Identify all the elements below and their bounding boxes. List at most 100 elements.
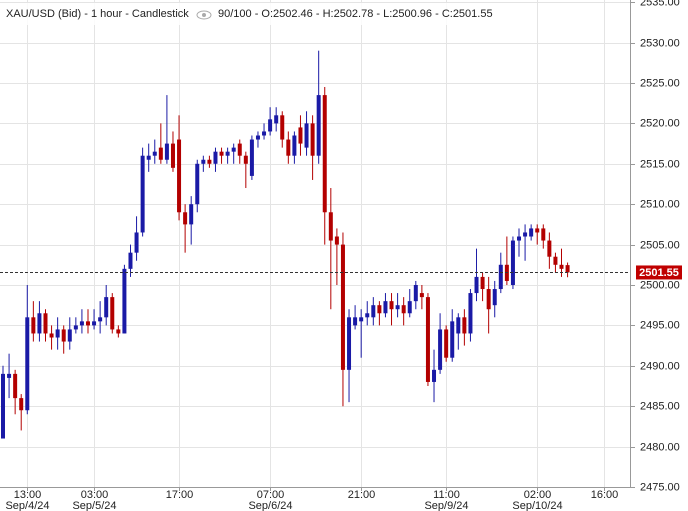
last-price-label: 2501.55 — [639, 267, 679, 279]
candle-body — [304, 123, 309, 148]
candle-body — [547, 240, 552, 257]
candle-body — [61, 329, 66, 342]
y-tick-label: 2525.00 — [640, 77, 680, 89]
candle-body — [541, 228, 546, 241]
candle-body — [498, 264, 503, 290]
candle-body — [207, 159, 212, 164]
candle-body — [492, 289, 497, 306]
candle-body — [517, 236, 522, 241]
candle-body — [110, 297, 115, 330]
candle-body — [249, 139, 254, 176]
candle-body — [395, 305, 400, 310]
y-tick-label: 2500.00 — [640, 279, 680, 291]
candle-body — [444, 329, 449, 358]
candle-body — [231, 147, 236, 152]
candle-body — [79, 321, 84, 326]
y-tick-label: 2535.00 — [640, 0, 680, 8]
x-tick-label: 11:00 — [433, 489, 460, 501]
candle-body — [255, 135, 260, 140]
candle-body — [140, 155, 145, 233]
header-bg — [0, 3, 500, 25]
candle-body — [134, 232, 139, 253]
x-tick-label: 02:00 — [524, 489, 552, 501]
candle-body — [535, 228, 540, 233]
candle-body — [456, 317, 461, 334]
candle-body — [122, 268, 127, 334]
candle-body — [474, 276, 479, 294]
candle-body — [529, 228, 534, 237]
candle-body — [195, 163, 200, 205]
candle-body — [510, 240, 515, 285]
candle-body — [425, 297, 430, 382]
x-tick-label: 21:00 — [348, 489, 376, 501]
candle-body — [158, 147, 163, 160]
candle-body — [213, 151, 218, 164]
y-tick-label: 2530.00 — [640, 37, 680, 49]
candle-body — [49, 333, 54, 338]
candle-body — [19, 398, 24, 411]
candle-body — [389, 301, 394, 310]
candle-body — [322, 95, 327, 213]
x-tick-label: 16:00 — [591, 489, 619, 501]
y-tick-label: 2475.00 — [640, 481, 680, 493]
candle-body — [55, 329, 60, 338]
candle-body — [104, 297, 109, 318]
candle-body — [298, 127, 303, 144]
y-tick-label: 2485.00 — [640, 400, 680, 412]
candle-body — [310, 123, 315, 156]
candle-body — [146, 155, 151, 160]
x-date-label: Sep/9/24 — [424, 500, 468, 511]
x-tick-label: 03:00 — [81, 489, 109, 501]
ohlc-info: 90/100 - O:2502.46 - H:2502.78 - L:2500.… — [218, 8, 493, 20]
candle-body — [128, 252, 133, 269]
candle-body — [286, 139, 291, 156]
x-tick-label: 17:00 — [166, 489, 194, 501]
candle-body — [523, 232, 528, 237]
eye-icon — [196, 10, 212, 20]
candle-body — [37, 313, 42, 334]
x-date-label: Sep/10/24 — [512, 500, 562, 511]
candle-body — [164, 143, 169, 160]
candle-body — [85, 321, 90, 326]
candle-body — [559, 264, 564, 269]
candle-body — [419, 293, 424, 298]
candle-body — [486, 289, 491, 310]
candle-body — [43, 313, 48, 334]
candle-body — [407, 301, 412, 314]
candle-body — [292, 135, 297, 156]
y-tick-label: 2520.00 — [640, 117, 680, 129]
x-date-label: Sep/4/24 — [5, 500, 49, 511]
candle-body — [183, 212, 188, 225]
candle-body — [116, 329, 121, 334]
candle-body — [565, 265, 570, 273]
candle-body — [328, 212, 333, 241]
candle-body — [189, 204, 194, 225]
candle-body — [347, 317, 352, 370]
candle-body — [280, 115, 285, 140]
candle-body — [13, 373, 18, 399]
candle-body — [152, 151, 157, 156]
y-tick-label: 2515.00 — [640, 158, 680, 170]
candle-body — [7, 373, 12, 378]
candle-body — [377, 305, 382, 314]
candle-body — [268, 119, 273, 132]
candle-body — [553, 256, 558, 265]
x-tick-label: 07:00 — [257, 489, 285, 501]
candle-body — [450, 321, 455, 358]
candle-body — [413, 284, 418, 302]
candle-body — [243, 155, 248, 164]
candle-body — [340, 244, 345, 370]
candle-body — [98, 317, 103, 322]
marks — [1, 50, 570, 439]
candle-body — [1, 373, 5, 439]
candle-body — [334, 236, 339, 245]
candle-body — [73, 325, 78, 330]
y-tick-label: 2490.00 — [640, 360, 680, 372]
x-date-label: Sep/5/24 — [72, 500, 116, 511]
candle-body — [31, 317, 36, 334]
x-tick-label: 13:00 — [14, 489, 42, 501]
candle-body — [237, 143, 242, 156]
candle-body — [219, 151, 224, 156]
candle-body — [316, 95, 321, 156]
y-tick-label: 2505.00 — [640, 239, 680, 251]
